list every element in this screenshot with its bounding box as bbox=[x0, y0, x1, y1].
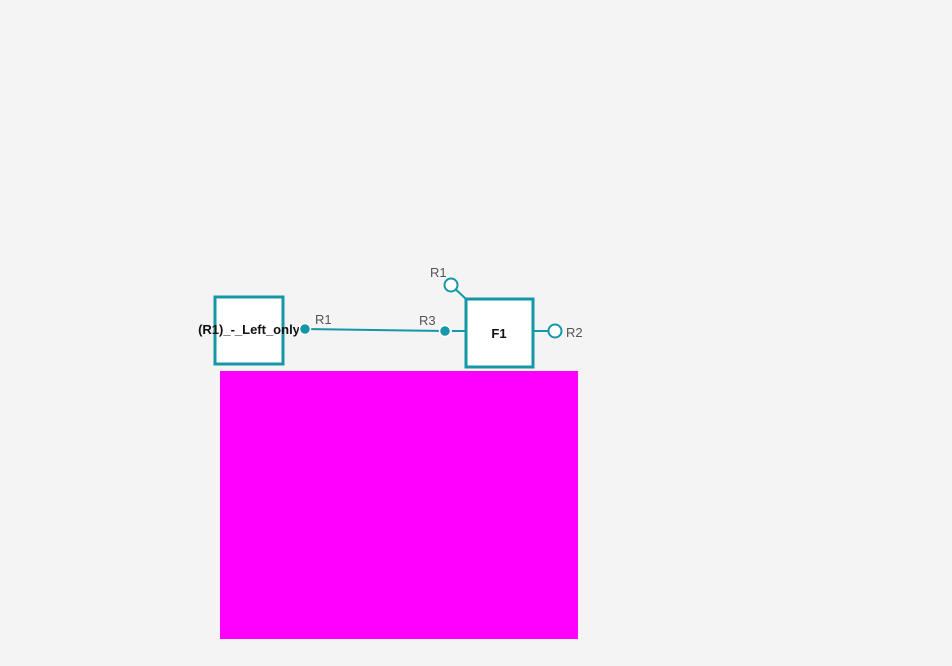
port-f1-r1[interactable] bbox=[443, 277, 459, 293]
port-f1-r3-label: R3 bbox=[419, 313, 436, 328]
port-f1-r1-label: R1 bbox=[430, 265, 447, 280]
port-left-r1-label: R1 bbox=[315, 312, 332, 327]
node-f1-label: F1 bbox=[491, 326, 506, 341]
connection-r1-r3[interactable] bbox=[304, 328, 446, 332]
node-f1[interactable] bbox=[464, 297, 535, 369]
port-f1-r3[interactable] bbox=[438, 324, 452, 338]
magenta-overlay-block bbox=[220, 371, 578, 639]
port-left-r1[interactable] bbox=[298, 322, 312, 336]
node-left-only[interactable] bbox=[213, 295, 285, 366]
node-left-only-label: (R1)_-_Left_only bbox=[198, 322, 301, 337]
port-f1-r2-label: R2 bbox=[566, 325, 583, 340]
port-f1-r2[interactable] bbox=[547, 323, 563, 339]
